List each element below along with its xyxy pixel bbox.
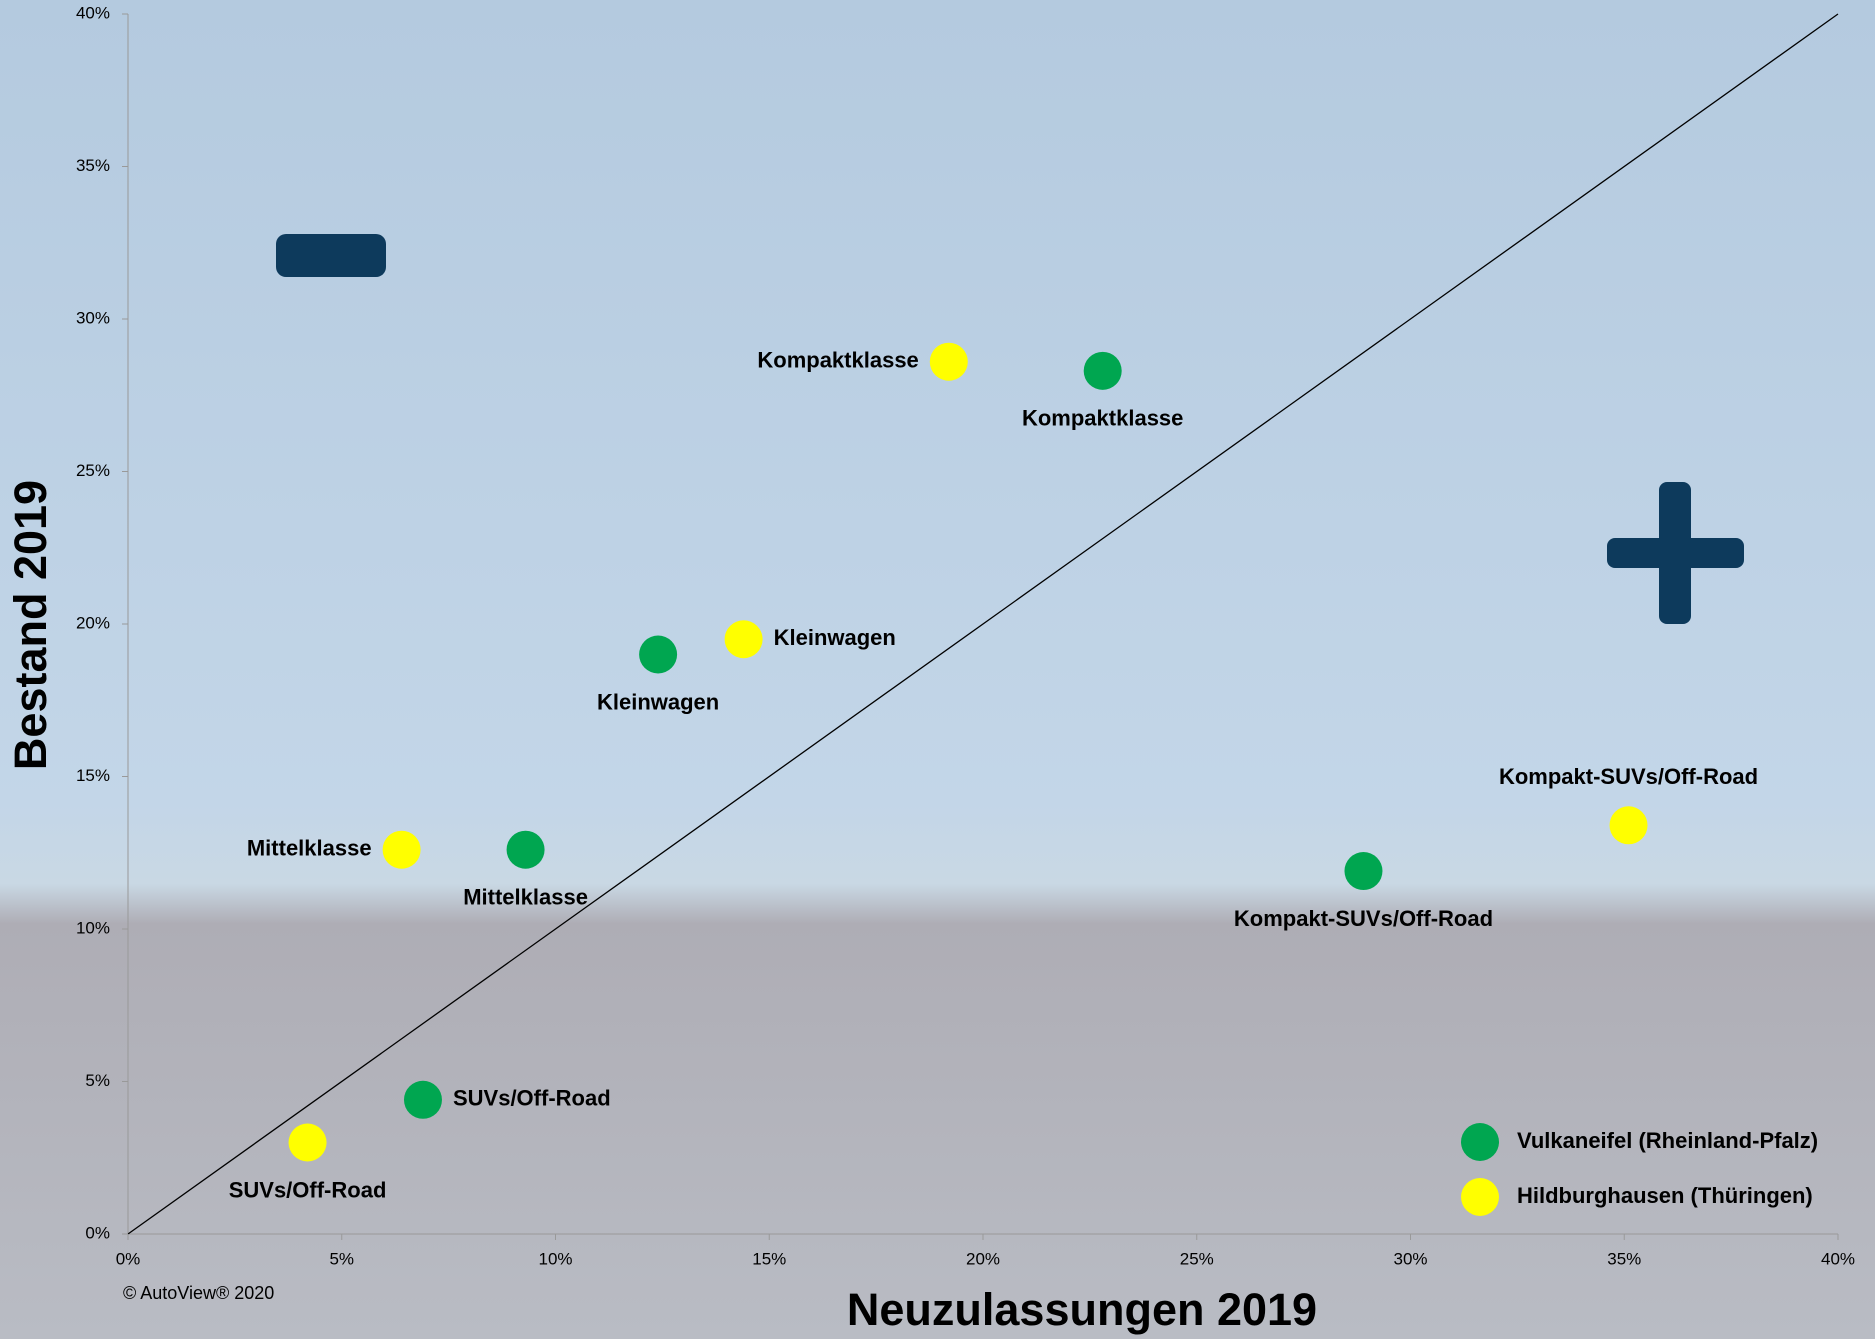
x-tick-label: 40% xyxy=(1821,1249,1855,1268)
point xyxy=(930,343,968,381)
x-tick-label: 10% xyxy=(538,1249,572,1268)
y-tick-label: 40% xyxy=(76,3,110,22)
x-tick-label: 35% xyxy=(1607,1249,1641,1268)
y-tick-label: 35% xyxy=(76,156,110,175)
point xyxy=(383,831,421,869)
point-label: Mittelklasse xyxy=(247,836,372,861)
x-axis-title: Neuzulassungen 2019 xyxy=(847,1284,1317,1335)
x-tick-label: 20% xyxy=(966,1249,1000,1268)
point xyxy=(1084,352,1122,390)
point-label: Kompaktklasse xyxy=(757,348,918,373)
legend-marker xyxy=(1461,1178,1499,1216)
point xyxy=(289,1124,327,1162)
footnote: © AutoView® 2020 xyxy=(123,1283,274,1303)
x-tick-label: 5% xyxy=(329,1249,354,1268)
legend-label: Hildburghausen (Thüringen) xyxy=(1517,1183,1813,1208)
legend-label: Vulkaneifel (Rheinland-Pfalz) xyxy=(1517,1128,1818,1153)
plus-symbol-v xyxy=(1659,482,1691,624)
point-label: Kleinwagen xyxy=(597,689,719,714)
point xyxy=(639,636,677,674)
point xyxy=(725,620,763,658)
point xyxy=(1344,852,1382,890)
y-tick-label: 20% xyxy=(76,613,110,632)
y-axis-title: Bestand 2019 xyxy=(5,480,56,770)
y-tick-label: 5% xyxy=(85,1071,110,1090)
point xyxy=(404,1081,442,1119)
minus-symbol xyxy=(276,234,386,277)
y-tick-label: 25% xyxy=(76,461,110,480)
point-label: Kompakt-SUVs/Off-Road xyxy=(1234,906,1493,931)
y-tick-label: 0% xyxy=(85,1223,110,1242)
y-tick-label: 15% xyxy=(76,766,110,785)
point-label: Kleinwagen xyxy=(774,625,896,650)
x-tick-label: 0% xyxy=(116,1249,141,1268)
point xyxy=(1610,806,1648,844)
point-label: Kompaktklasse xyxy=(1022,406,1183,431)
point-label: Kompakt-SUVs/Off-Road xyxy=(1499,764,1758,789)
y-tick-label: 10% xyxy=(76,918,110,937)
point-label: Mittelklasse xyxy=(463,885,588,910)
x-tick-label: 15% xyxy=(752,1249,786,1268)
chart: Neuzulassungen 2019 Bestand 2019 © AutoV… xyxy=(0,0,1875,1339)
point xyxy=(507,831,545,869)
legend-marker xyxy=(1461,1123,1499,1161)
y-tick-label: 30% xyxy=(76,308,110,327)
point-label: SUVs/Off-Road xyxy=(453,1086,611,1111)
point-label: SUVs/Off-Road xyxy=(229,1177,387,1202)
x-tick-label: 25% xyxy=(1180,1249,1214,1268)
x-tick-label: 30% xyxy=(1393,1249,1427,1268)
